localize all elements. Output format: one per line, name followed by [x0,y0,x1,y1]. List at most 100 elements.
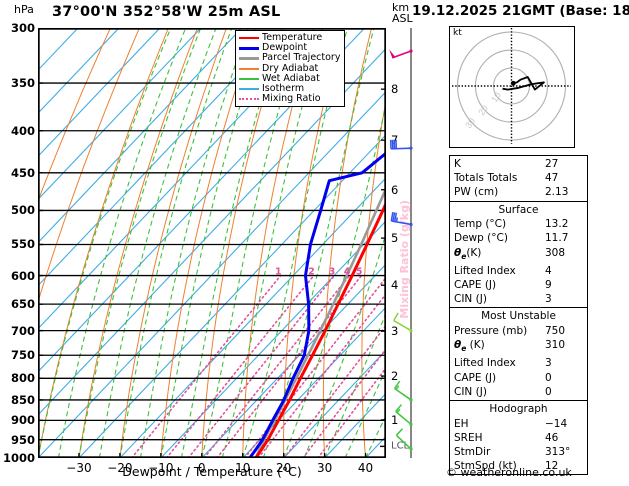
km-axis-tick-2: 2 [391,369,399,384]
y-axis-tick-550: 550 [10,237,35,252]
index-key: Lifted Index [454,357,516,370]
altitude-unit-label: km ASL [392,2,413,24]
index-value: 47 [545,172,559,185]
km-axis-tick-6: 6 [391,182,399,197]
index-key: CIN (J) [454,385,487,398]
indices-most-unstable-heading: Most Unstable [481,310,556,323]
index-value: 313° [545,445,571,458]
index-value: 310 [545,339,566,352]
index-key: θe (K) [454,339,485,354]
series-dewpoint [248,151,386,458]
index-value: 11.7 [545,232,569,245]
legend-swatch-icon [239,55,259,63]
wind-barb [395,404,413,426]
index-key: CIN (J) [454,293,487,306]
y-axis-tick-900: 900 [10,413,35,428]
legend-swatch-icon [239,34,259,42]
legend-swatch-icon [239,95,259,103]
index-value: 308 [545,246,566,259]
table-row: Lifted Index 4 [450,264,587,278]
index-value: 12 [545,460,559,473]
hodograph-ring-label: 20 [476,103,490,117]
y-axis-tick-850: 850 [10,392,35,407]
index-value: 27 [545,158,559,170]
index-key: CAPE (J) [454,371,497,384]
legend-swatch-icon [239,65,259,73]
y-axis-tick-400: 400 [10,123,35,138]
index-value: 0 [545,371,552,384]
index-key: EH [454,417,469,430]
table-row: Pressure (mb) 750 [450,324,587,338]
y-axis-tick-500: 500 [10,203,35,218]
mixing-ratio-label-5: 5 [355,266,363,278]
table-row: Temp (°C) 13.2 [450,217,587,231]
km-axis-tick-4: 4 [391,278,399,293]
y-axis-tick-300: 300 [10,21,35,35]
page-title: 37°00'N 352°58'W 25m ASL [52,4,281,20]
legend-item-isotherm: Isotherm [239,83,340,94]
index-key: CAPE (J) [454,279,497,292]
mixing-ratio-label-1: 1 [274,266,282,278]
wind-barb [389,49,413,59]
hodograph-unit-label: kt [453,28,462,38]
index-key: Totals Totals [454,172,518,185]
legend-item-label: Mixing Ratio [262,93,321,105]
indices-table: K 27 Totals Totals 47 PW (cm) 2.13 Surface Temp… [449,155,588,476]
table-row: K 27 [450,157,587,171]
lcl-label: LCL [391,440,410,452]
hodograph-panel: kt 10 20 30 [449,26,575,148]
legend-item-label: Dry Adiabat [262,62,319,74]
footer-credit: © weatheronline.co.uk [446,466,572,479]
y-axis-tick-350: 350 [10,76,35,91]
wind-barb-canvas [389,28,413,458]
indices-surface: Surface Temp (°C) 13.2 Dewp (°C) 11.7 θe(K) 30… [450,202,587,309]
legend-swatch-icon [239,85,259,93]
y-axis-tick-450: 450 [10,165,35,180]
legend-item-dry-adiabat: Dry Adiabat [239,62,340,74]
table-row: Totals Totals 47 [450,171,587,185]
index-key: Lifted Index [454,264,516,277]
legend-item-label: Parcel Trajectory [262,52,341,64]
x-axis-tick-20: 20 [276,461,292,475]
indices-surface-heading: Surface [498,203,539,216]
index-value: 2.13 [545,186,569,199]
table-row: SREH 46 [450,431,587,445]
legend-item-label: Wet Adiabat [262,72,320,84]
x-axis-tick--10: −10 [148,461,174,475]
table-row: Lifted Index 3 [450,356,587,370]
wind-barb [390,211,413,227]
mixing-ratio-label-4: 4 [343,266,351,278]
table-row: θe (K) 310 [450,338,587,356]
hodograph-ring-label: 10 [489,90,503,104]
index-key: SREH [454,431,483,444]
x-axis-tick-40: 40 [357,461,374,475]
y-axis-tick-950: 950 [10,432,35,447]
x-axis-tick--30: −30 [66,461,92,475]
hodograph-trace [502,76,545,91]
table-row: StmSpd (kt) 12 [450,459,587,473]
indices-hodograph-heading: Hodograph [489,403,548,416]
pressure-unit-label: hPa [14,3,34,16]
index-value: 46 [545,431,559,444]
legend-item-label: Temperature [262,32,323,43]
mixing-ratio-label-3: 3 [328,266,336,278]
wind-barb [389,139,413,150]
index-value: −14 [545,417,568,430]
index-value: 750 [545,324,566,337]
y-axis-tick-1000: 1000 [2,451,35,465]
series-temperature [254,199,386,458]
y-axis-tick-800: 800 [10,371,35,386]
y-axis-tick-700: 700 [10,323,35,338]
km-axis-tick-1: 1 [391,412,399,427]
altitude-unit-line1: km [392,1,410,14]
y-axis-tick-600: 600 [10,268,35,283]
legend-item-label: Dewpoint [262,42,308,54]
wind-barb [394,380,413,402]
indices-hodograph: Hodograph EH −14 SREH 46 StmDir 313° StmSpd (kt… [450,401,587,474]
legend-item-temperature: Temperature [239,32,340,43]
legend-item-wet-adiabat: Wet Adiabat [239,72,340,84]
indices-most-unstable: Most Unstable Pressure (mb) 750 θe (K) 310 Li… [450,308,587,402]
index-key: Temp (°C) [454,218,507,231]
